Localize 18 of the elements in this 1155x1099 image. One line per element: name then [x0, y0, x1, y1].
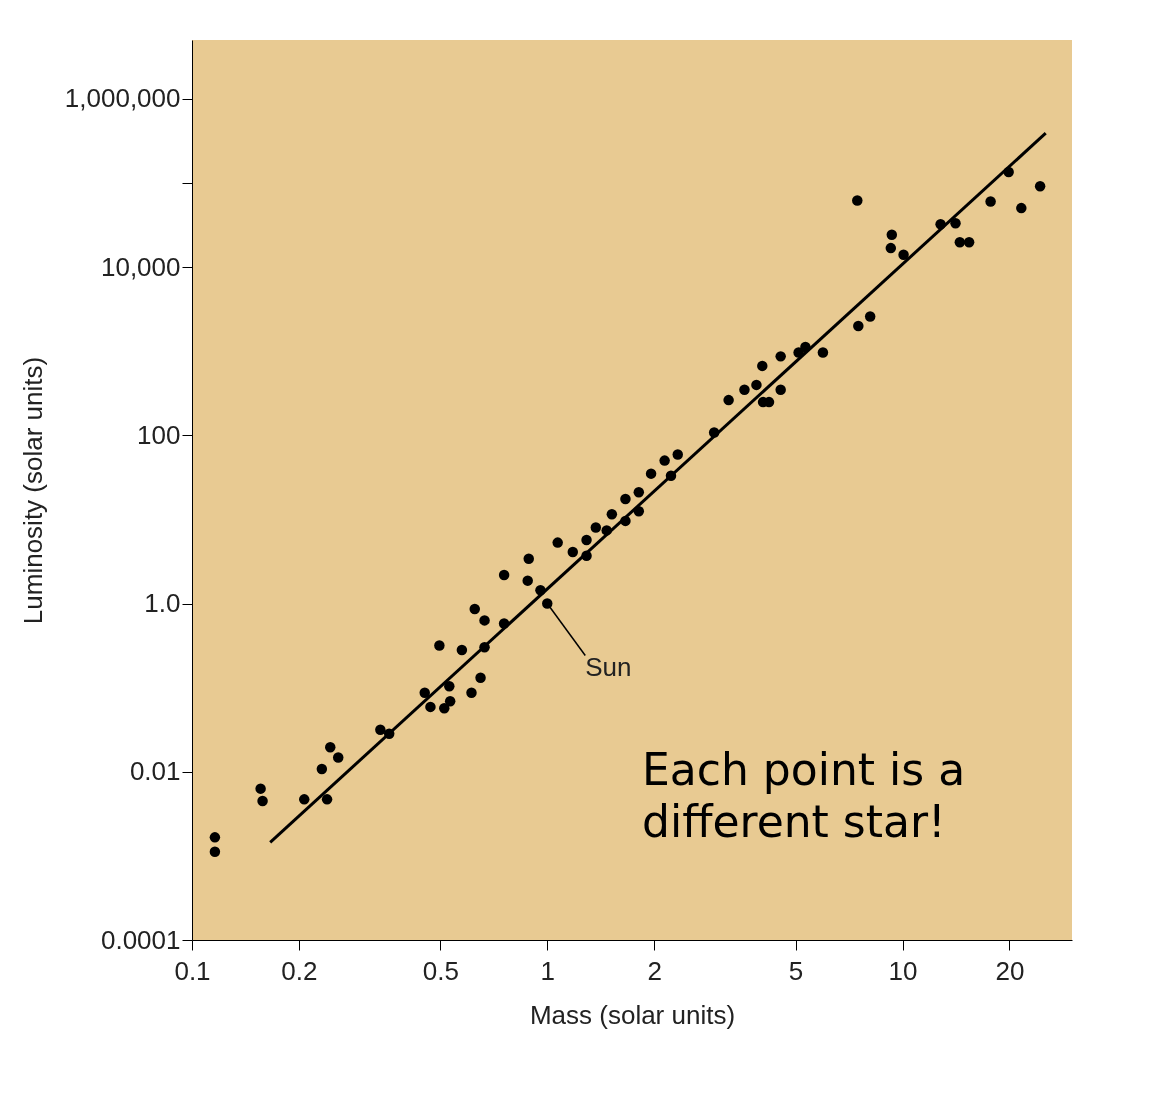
y-axis-title: Luminosity (solar units) [17, 356, 48, 625]
x-tick-label: 5 [788, 955, 804, 986]
x-axis-title: Mass (solar units) [529, 999, 736, 1030]
x-tick-label: 10 [888, 955, 918, 986]
x-tick-label: 20 [995, 955, 1025, 986]
y-tick-label: 100 [137, 419, 181, 450]
x-tick-label: 2 [647, 955, 662, 986]
x-tick-label: 0.5 [422, 955, 459, 986]
annotation: Each point is a different star! [642, 744, 966, 847]
y-tick-label: 0.0001 [100, 924, 181, 955]
y-tick-label: 1.0 [144, 588, 181, 619]
annotation: Sun [585, 651, 632, 682]
y-tick-label: 1,000,000 [64, 83, 181, 114]
x-tick-label: 0.2 [281, 955, 318, 986]
x-tick-label: 0.1 [174, 955, 211, 986]
x-tick-label: 1 [540, 955, 555, 986]
y-tick-label: 0.01 [129, 756, 181, 787]
y-tick-label: 10,000 [100, 251, 181, 282]
